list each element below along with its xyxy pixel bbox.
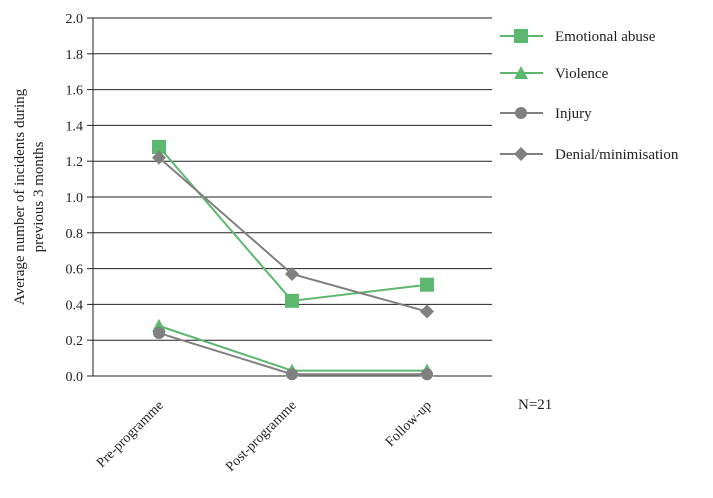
series-denial-minimisation — [152, 150, 434, 319]
legend-item-denial-minimisation: Denial/minimisation — [500, 147, 679, 163]
y-tick-label: 1.4 — [66, 119, 84, 134]
y-axis: 0.0 0.2 0.4 0.6 0.8 1.0 1.2 1.4 1.6 1.8 2.0 — [66, 12, 94, 385]
legend-label: Injury — [555, 106, 592, 122]
data-point-emotional-abuse — [420, 277, 434, 292]
legend-label: Emotional abuse — [555, 29, 656, 45]
legend-marker — [515, 107, 527, 119]
legend-label: Denial/minimisation — [555, 147, 679, 163]
legend-item-injury: Injury — [500, 106, 592, 122]
data-point-injury — [153, 327, 165, 340]
x-axis: Pre-programme Post-programme Follow-up — [94, 398, 435, 475]
x-tick-label: Pre-programme — [94, 398, 167, 471]
series-injury — [153, 327, 433, 381]
gridlines — [93, 17, 492, 377]
x-tick-label: Follow-up — [383, 398, 435, 450]
series-line-denial-minimisation — [158, 156, 428, 313]
legend-marker — [514, 29, 528, 43]
series-group — [152, 139, 434, 381]
legend: Emotional abuse Violence Injury Denial/mini… — [500, 29, 679, 163]
series-line-violence — [158, 324, 427, 372]
data-point-denial-minimisation — [420, 304, 434, 319]
sample-size-note: N=21 — [518, 397, 552, 413]
data-point-injury — [286, 368, 298, 381]
y-tick-label: 1.0 — [66, 191, 84, 206]
y-axis-label-line2: previous 3 months — [31, 141, 47, 252]
y-tick-label: 1.6 — [66, 84, 84, 99]
y-tick-label: 0.4 — [66, 298, 84, 313]
data-point-injury — [421, 368, 433, 381]
data-point-emotional-abuse — [285, 293, 299, 308]
y-tick-label: 2.0 — [66, 12, 84, 27]
series-emotional-abuse — [152, 139, 434, 308]
x-tick-label: Post-programme — [223, 398, 300, 475]
y-axis-label-line1: Average number of incidents during — [12, 88, 28, 305]
y-tick-label: 0.2 — [66, 334, 84, 349]
y-tick-label: 1.8 — [66, 48, 84, 63]
legend-label: Violence — [555, 66, 609, 82]
y-tick-label: 1.2 — [66, 155, 84, 170]
data-point-denial-minimisation — [152, 150, 166, 165]
legend-marker — [514, 66, 528, 79]
y-tick-label: 0.6 — [66, 263, 84, 278]
legend-item-violence: Violence — [500, 66, 609, 82]
series-violence — [152, 318, 434, 377]
legend-item-emotional-abuse: Emotional abuse — [500, 29, 656, 45]
data-point-emotional-abuse — [152, 139, 166, 154]
data-point-denial-minimisation — [285, 266, 299, 281]
legend-marker — [514, 147, 528, 161]
y-tick-label: 0.8 — [66, 227, 84, 242]
y-tick-label: 0.0 — [66, 370, 84, 385]
